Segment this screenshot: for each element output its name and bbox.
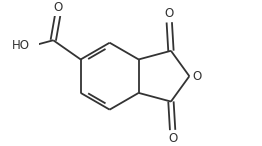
Text: O: O	[193, 70, 202, 83]
Text: O: O	[165, 7, 174, 20]
Text: O: O	[168, 132, 177, 145]
Text: O: O	[53, 1, 62, 14]
Text: HO: HO	[12, 39, 30, 52]
